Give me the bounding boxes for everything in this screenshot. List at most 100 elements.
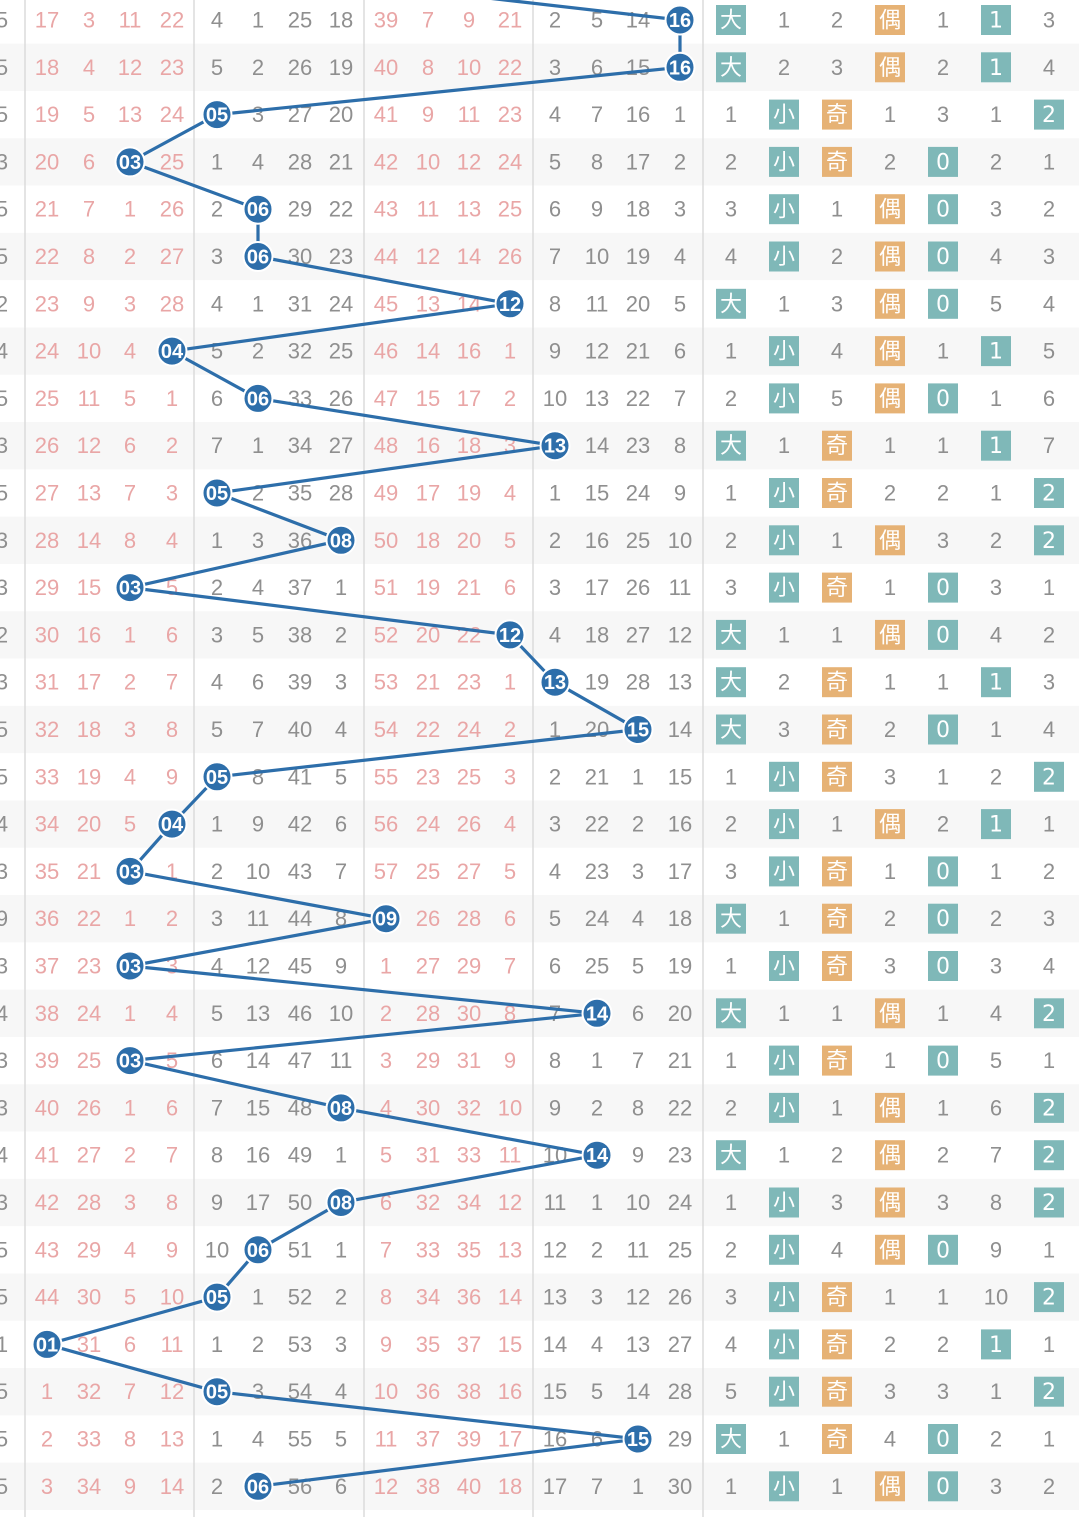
cell-number: 43	[288, 859, 312, 884]
cell-number: 5	[166, 1048, 178, 1073]
cell-number: 22	[457, 622, 481, 647]
cell-number: 26	[626, 575, 650, 600]
tag-label: 小	[773, 813, 795, 838]
cell-number: 9	[549, 339, 561, 364]
tag-label: 1	[989, 56, 1003, 81]
tag-label: 2	[1042, 103, 1056, 128]
cell-number: 32	[288, 339, 312, 364]
tag-label: 0	[936, 718, 950, 743]
left-edge-number: 3	[0, 528, 8, 553]
tag-box	[875, 5, 905, 35]
cell-number: 3	[1043, 8, 1055, 33]
cell-number: 11	[417, 197, 440, 222]
cell-number: 9	[252, 812, 264, 837]
cell-number: 43	[35, 1237, 59, 1262]
cell-number: 22	[77, 906, 101, 931]
cell-number: 1	[1043, 1332, 1055, 1357]
trend-line	[129, 538, 342, 590]
tag-label: 偶	[879, 1144, 901, 1169]
cell-number: 2	[335, 1285, 347, 1310]
cell-number: 1	[990, 386, 1002, 411]
cell-number: 20	[35, 149, 59, 174]
cell-number: 16	[77, 622, 101, 647]
tag-label: 大	[720, 718, 742, 743]
left-edge-number: 4	[0, 812, 8, 837]
cell-number: 2	[831, 1143, 843, 1168]
cell-number: 1	[725, 102, 737, 127]
left-edge-number: 1	[0, 1332, 8, 1357]
tag-label: 大	[720, 9, 742, 34]
tag-label: 偶	[879, 198, 901, 223]
cell-number: 1	[124, 197, 136, 222]
cell-number: 14	[668, 717, 692, 742]
cell-number: 3	[990, 197, 1002, 222]
cell-number: 1	[1043, 1427, 1055, 1452]
tag-box	[928, 572, 958, 603]
cell-number: 3	[83, 8, 95, 33]
cell-number: 51	[374, 575, 398, 600]
cell-number: 26	[35, 433, 59, 458]
cell-number: 5	[632, 954, 644, 979]
tag-box	[1034, 478, 1064, 508]
tag-box	[822, 1329, 852, 1360]
ball-label: 15	[627, 720, 649, 742]
cell-number: 37	[416, 1427, 440, 1452]
cell-number: 23	[329, 244, 353, 269]
cell-number: 18	[35, 55, 59, 80]
cell-number: 7	[549, 1001, 561, 1026]
cell-number: 6	[211, 386, 223, 411]
cell-number: 25	[626, 528, 650, 553]
cell-number: 17	[457, 386, 481, 411]
cell-number: 39	[457, 1427, 481, 1452]
cell-number: 3	[884, 954, 896, 979]
cell-number: 1	[990, 481, 1002, 506]
ball-label: 16	[669, 57, 691, 79]
cell-number: 28	[457, 906, 481, 931]
cell-number: 33	[416, 1237, 440, 1262]
cell-number: 2	[884, 1332, 896, 1357]
tag-box	[716, 667, 746, 698]
cell-number: 3	[674, 197, 686, 222]
cell-number: 22	[416, 717, 440, 742]
cell-number: 21	[35, 197, 59, 222]
tag-box	[928, 383, 958, 414]
cell-number: 4	[211, 291, 223, 316]
cell-number: 14	[457, 244, 481, 269]
cell-number: 8	[252, 764, 264, 789]
cell-number: 12	[416, 244, 440, 269]
tag-label: 小	[773, 529, 795, 554]
cell-number: 1	[831, 528, 843, 553]
cell-number: 2	[884, 906, 896, 931]
cell-number: 7	[380, 1237, 392, 1262]
cell-number: 18	[77, 717, 101, 742]
trend-line	[46, 1295, 218, 1346]
tag-label: 偶	[879, 529, 901, 554]
cell-number: 13	[543, 1285, 567, 1310]
cell-number: 45	[288, 954, 312, 979]
cell-number: 14	[585, 433, 609, 458]
tag-box	[928, 1424, 958, 1454]
cell-number: 22	[35, 244, 59, 269]
tag-label: 0	[936, 387, 950, 412]
cell-number: 2	[674, 149, 686, 174]
cell-number: 7	[335, 859, 347, 884]
left-edge-number: 5	[0, 481, 8, 506]
cell-number: 2	[504, 717, 516, 742]
ball-label: 06	[247, 1476, 269, 1498]
trend-line	[257, 1201, 342, 1252]
cell-number: 39	[35, 1048, 59, 1073]
cell-number: 1	[937, 670, 949, 695]
cell-number: 1	[778, 433, 790, 458]
cell-number: 4	[549, 622, 561, 647]
cell-number: 3	[725, 197, 737, 222]
cell-number: 24	[498, 149, 522, 174]
tag-box	[822, 146, 852, 177]
ball-marker	[664, 4, 696, 36]
tag-box	[716, 5, 746, 35]
tag-label: 小	[773, 1191, 795, 1216]
row-stripe	[0, 1273, 1079, 1321]
cell-number: 38	[288, 622, 312, 647]
ball-marker	[156, 335, 188, 367]
cell-number: 28	[416, 1001, 440, 1026]
cell-number: 3	[937, 528, 949, 553]
